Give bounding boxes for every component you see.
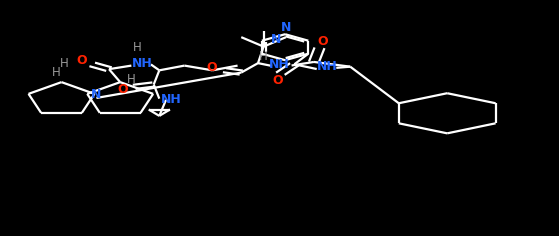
Text: O: O <box>272 74 283 87</box>
Text: N: N <box>281 21 291 34</box>
Text: NH: NH <box>132 57 153 70</box>
Text: O: O <box>207 61 217 74</box>
Text: N: N <box>271 33 281 46</box>
Text: NH: NH <box>161 93 182 106</box>
Text: O: O <box>77 54 88 67</box>
Text: O: O <box>117 83 129 96</box>
Text: H: H <box>132 41 141 54</box>
Text: NH: NH <box>269 58 290 71</box>
Text: NH: NH <box>316 60 337 73</box>
Text: O: O <box>317 35 328 48</box>
Text: H: H <box>51 66 60 79</box>
Text: H: H <box>127 73 136 86</box>
Text: H: H <box>60 57 69 70</box>
Text: N: N <box>91 88 102 101</box>
Text: H: H <box>259 50 268 63</box>
